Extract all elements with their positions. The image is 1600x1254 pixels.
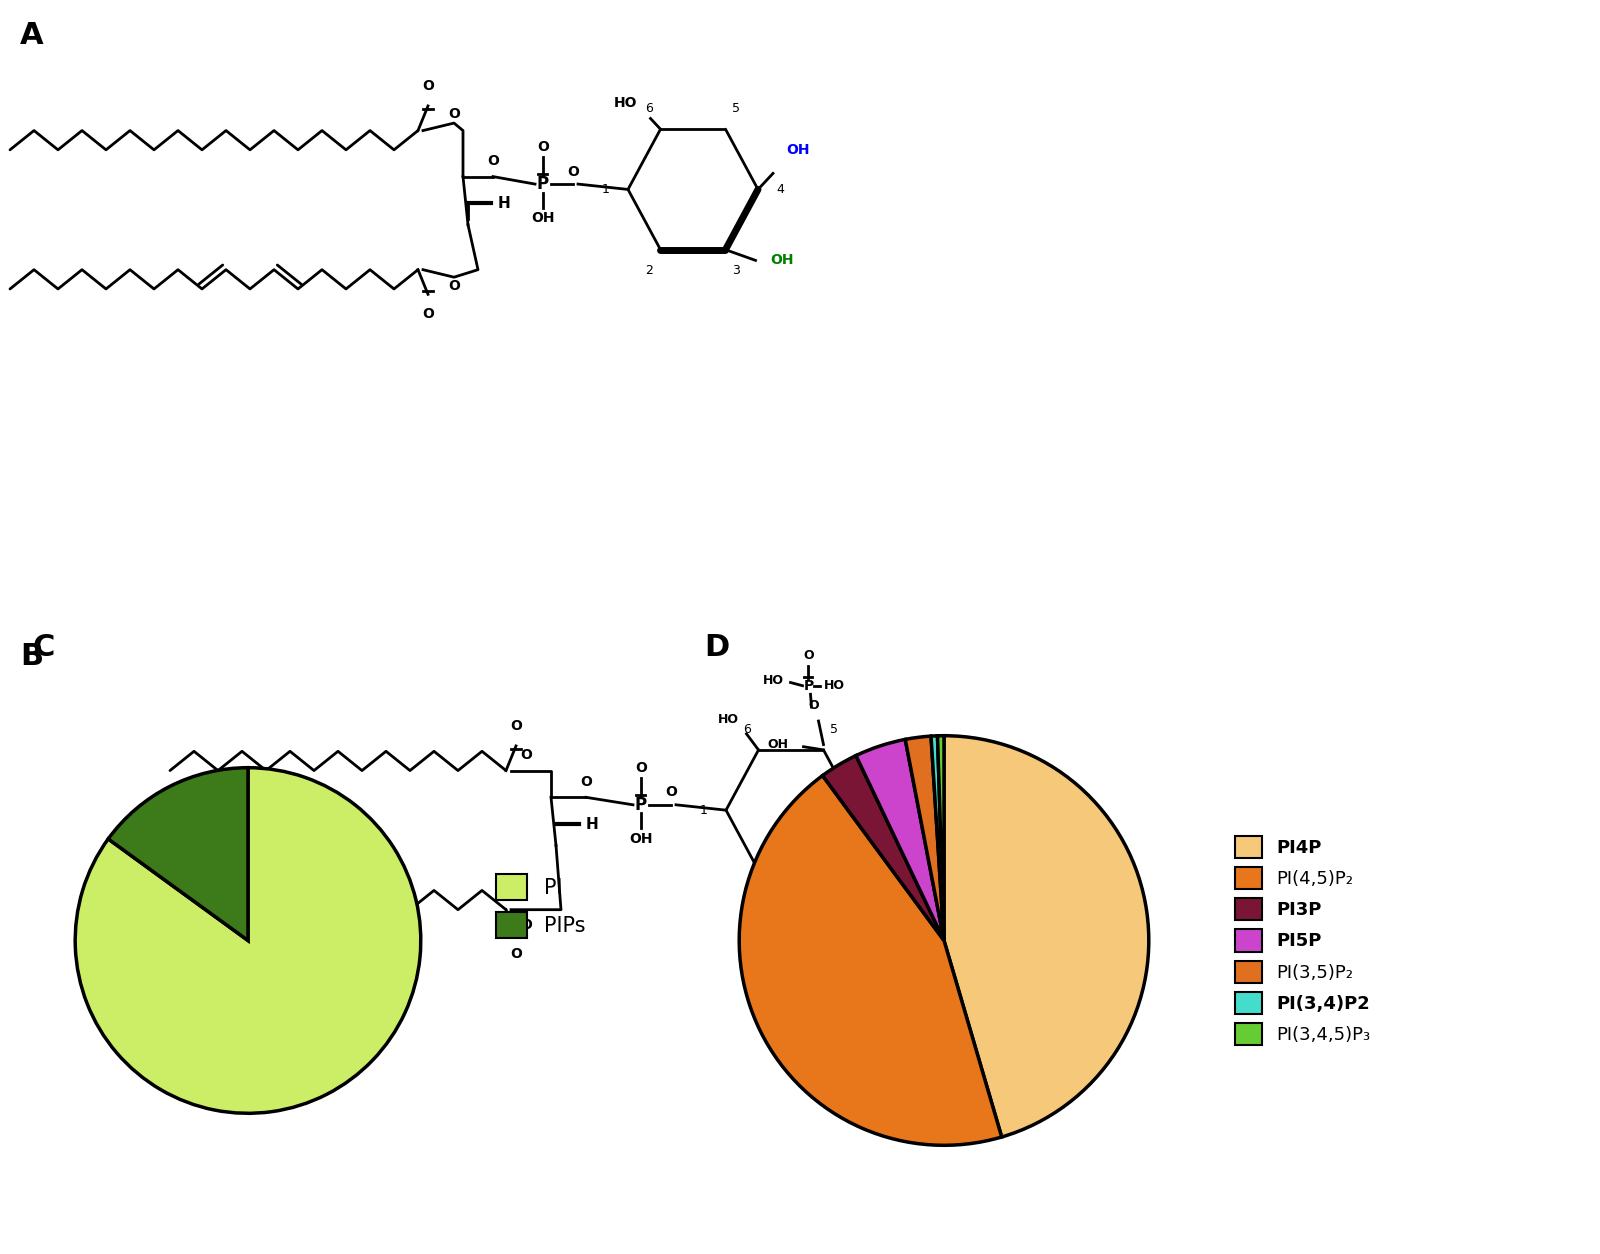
Wedge shape (822, 756, 944, 940)
Text: O: O (510, 947, 522, 961)
Text: OH: OH (768, 739, 789, 751)
Text: O: O (486, 154, 499, 168)
Wedge shape (75, 767, 421, 1114)
Text: O: O (422, 79, 434, 93)
Text: HO: HO (763, 673, 784, 687)
Text: O: O (843, 900, 854, 913)
Text: HO: HO (838, 943, 859, 957)
Text: O: O (422, 307, 434, 321)
Text: O: O (808, 700, 819, 712)
Text: OH: OH (786, 143, 810, 157)
Text: 3: 3 (733, 263, 741, 277)
Text: HO: HO (614, 95, 637, 110)
Text: HO: HO (717, 714, 739, 726)
Text: C: C (32, 633, 54, 662)
Text: O: O (520, 918, 531, 932)
Text: 5: 5 (830, 724, 838, 736)
Text: 2: 2 (645, 263, 653, 277)
Text: HO: HO (824, 680, 845, 692)
Text: O: O (635, 761, 646, 775)
Text: P: P (803, 678, 814, 692)
Text: HO: HO (866, 946, 886, 958)
Text: P: P (538, 176, 549, 193)
Text: O: O (566, 164, 579, 179)
Legend: PI, PIPs: PI, PIPs (496, 874, 586, 938)
Text: O: O (520, 747, 531, 762)
Text: 4: 4 (874, 804, 882, 816)
Wedge shape (739, 775, 1002, 1145)
Text: 3: 3 (830, 884, 838, 898)
Legend: PI4P, PI(4,5)P₂, PI3P, PI5P, PI(3,5)P₂, PI(3,4)P2, PI(3,4,5)P₃: PI4P, PI(4,5)P₂, PI3P, PI5P, PI(3,5)P₂, … (1235, 836, 1370, 1045)
Text: 2: 2 (744, 884, 752, 898)
Text: 1: 1 (602, 183, 610, 196)
Text: H: H (586, 816, 598, 831)
Text: OH: OH (629, 831, 653, 845)
Text: A: A (19, 21, 43, 50)
Text: P: P (635, 796, 646, 814)
Text: =O: =O (882, 918, 902, 930)
Text: H: H (498, 196, 510, 211)
Text: 6: 6 (645, 103, 653, 115)
Text: P: P (910, 781, 922, 796)
Text: O: O (448, 280, 459, 293)
Text: O: O (890, 791, 899, 805)
Text: 5: 5 (733, 103, 741, 115)
Wedge shape (856, 740, 944, 940)
Text: O: O (538, 140, 549, 154)
Wedge shape (906, 736, 944, 940)
Wedge shape (931, 736, 944, 940)
Text: O: O (906, 749, 917, 762)
Text: O: O (581, 775, 592, 789)
Text: O: O (510, 719, 522, 734)
Text: 4: 4 (776, 183, 784, 196)
Wedge shape (109, 767, 248, 940)
Text: O: O (666, 785, 677, 800)
Text: D: D (704, 633, 730, 662)
Wedge shape (938, 736, 944, 940)
Text: O: O (448, 107, 459, 120)
Wedge shape (944, 736, 1149, 1137)
Text: B: B (19, 642, 43, 671)
Text: 1: 1 (701, 804, 707, 816)
Text: OH: OH (531, 211, 555, 224)
Text: OH: OH (931, 777, 952, 790)
Text: 6: 6 (744, 724, 752, 736)
Text: O: O (803, 650, 814, 662)
Text: P: P (858, 917, 869, 930)
Text: OH: OH (771, 253, 794, 267)
Text: HO: HO (926, 808, 947, 821)
